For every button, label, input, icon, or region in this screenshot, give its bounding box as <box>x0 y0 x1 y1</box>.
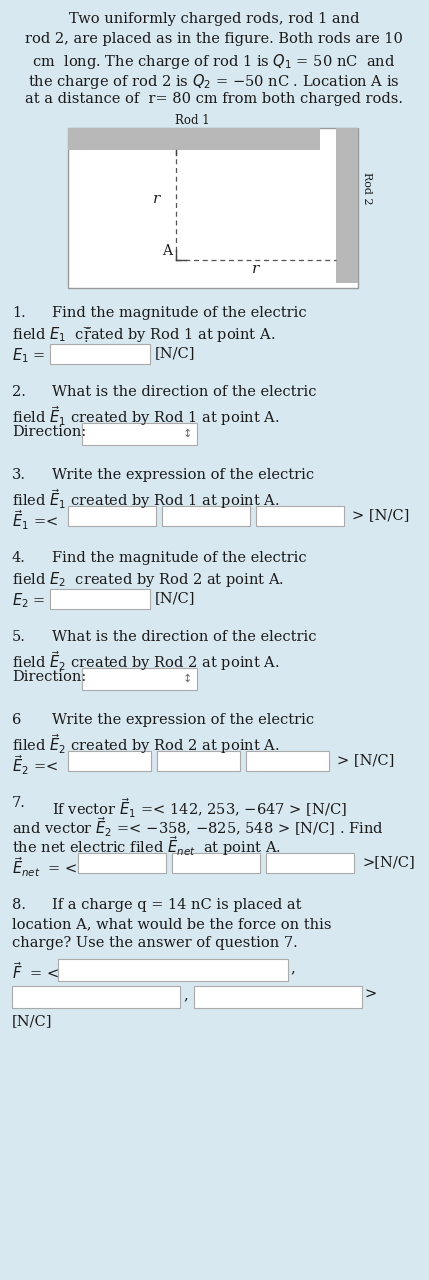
Text: If vector $\vec{E}_1$ =< 142, 253, −647 > [N/C]: If vector $\vec{E}_1$ =< 142, 253, −647 … <box>52 796 347 819</box>
Text: and vector $\vec{E}_2$ =< −358, −825, 548 > [N/C] . Find: and vector $\vec{E}_2$ =< −358, −825, 54… <box>12 815 384 838</box>
FancyBboxPatch shape <box>68 506 156 526</box>
Text: Find the magnitude of the electric: Find the magnitude of the electric <box>52 306 307 320</box>
Text: What is the direction of the electric: What is the direction of the electric <box>52 385 317 399</box>
Text: 7.: 7. <box>12 796 26 810</box>
Text: 1.: 1. <box>12 306 26 320</box>
Text: What is the direction of the electric: What is the direction of the electric <box>52 630 317 644</box>
Text: If a charge q = 14 nC is placed at: If a charge q = 14 nC is placed at <box>52 899 302 911</box>
FancyBboxPatch shape <box>336 128 358 283</box>
Text: r: r <box>252 262 260 276</box>
Text: field $\vec{E}_2$ created by Rod 2 at point A.: field $\vec{E}_2$ created by Rod 2 at po… <box>12 649 279 673</box>
Text: $E_1$ =: $E_1$ = <box>12 346 45 365</box>
Text: Rod 2: Rod 2 <box>362 172 372 205</box>
FancyBboxPatch shape <box>68 751 151 771</box>
FancyBboxPatch shape <box>246 751 329 771</box>
FancyBboxPatch shape <box>78 852 166 873</box>
FancyBboxPatch shape <box>256 506 344 526</box>
Text: Direction:: Direction: <box>12 669 86 684</box>
Text: A: A <box>162 244 172 259</box>
Text: ,: , <box>290 961 295 975</box>
Text: 2.: 2. <box>12 385 26 399</box>
Text: charge? Use the answer of question 7.: charge? Use the answer of question 7. <box>12 936 298 950</box>
FancyBboxPatch shape <box>266 852 354 873</box>
FancyBboxPatch shape <box>50 344 150 364</box>
Text: $\vec{E}_{net}$  = <: $\vec{E}_{net}$ = < <box>12 855 78 878</box>
FancyBboxPatch shape <box>68 128 358 288</box>
Text: >[N/C]: >[N/C] <box>362 855 415 869</box>
Text: ↕: ↕ <box>182 675 192 684</box>
Text: location A, what would be the force on this: location A, what would be the force on t… <box>12 916 332 931</box>
Text: field $E_2$  created by Rod 2 at point A.: field $E_2$ created by Rod 2 at point A. <box>12 570 284 589</box>
Text: 6: 6 <box>12 713 21 727</box>
Text: 3.: 3. <box>12 468 26 483</box>
Text: filed $\vec{E}_2$ created by Rod 2 at point A.: filed $\vec{E}_2$ created by Rod 2 at po… <box>12 732 279 756</box>
Text: $\vec{F}$  = <: $\vec{F}$ = < <box>12 961 59 982</box>
Text: Write the expression of the electric: Write the expression of the electric <box>52 713 314 727</box>
FancyBboxPatch shape <box>82 668 197 690</box>
FancyBboxPatch shape <box>58 959 288 980</box>
FancyBboxPatch shape <box>172 852 260 873</box>
FancyBboxPatch shape <box>50 589 150 609</box>
Text: > [N/C]: > [N/C] <box>337 753 394 767</box>
Text: Two uniformly charged rods, rod 1 and: Two uniformly charged rods, rod 1 and <box>69 12 359 26</box>
FancyBboxPatch shape <box>12 986 180 1009</box>
FancyBboxPatch shape <box>194 986 362 1009</box>
Text: filed $\vec{E}_1$ created by Rod 1 at point A.: filed $\vec{E}_1$ created by Rod 1 at po… <box>12 486 279 511</box>
Text: r: r <box>153 192 160 206</box>
FancyBboxPatch shape <box>162 506 250 526</box>
Text: Rod 1: Rod 1 <box>175 114 210 127</box>
Text: [N/C]: [N/C] <box>155 346 196 360</box>
Text: ↕: ↕ <box>182 429 192 439</box>
Text: Find the magnitude of the electric: Find the magnitude of the electric <box>52 550 307 564</box>
Text: cm  long. The charge of rod 1 is $Q_1$ = 50 nC  and: cm long. The charge of rod 1 is $Q_1$ = … <box>33 52 396 70</box>
Text: rod 2, are placed as in the figure. Both rods are 10: rod 2, are placed as in the figure. Both… <box>25 32 403 46</box>
Text: $\vec{E}_1$ =<: $\vec{E}_1$ =< <box>12 508 58 531</box>
Text: $E_2$ =: $E_2$ = <box>12 591 45 609</box>
Text: the net electric filed $\vec{E}_{net}$  at point A.: the net electric filed $\vec{E}_{net}$ a… <box>12 835 281 858</box>
Text: ,: , <box>183 988 188 1002</box>
Text: $\vec{E}_2$ =<: $\vec{E}_2$ =< <box>12 753 58 777</box>
Text: 5.: 5. <box>12 630 26 644</box>
Text: at a distance of  r= 80 cm from both charged rods.: at a distance of r= 80 cm from both char… <box>25 92 403 106</box>
Text: >: > <box>365 988 377 1002</box>
Text: 4.: 4. <box>12 550 26 564</box>
Text: field $E_1$  cṝ̅ated by Rod 1 at point A.: field $E_1$ cṝ̅ated by Rod 1 at point A. <box>12 325 275 344</box>
Text: field $\vec{E}_1$ created by Rod 1 at point A.: field $\vec{E}_1$ created by Rod 1 at po… <box>12 404 279 428</box>
FancyBboxPatch shape <box>82 422 197 445</box>
Text: [N/C]: [N/C] <box>155 591 196 605</box>
Text: 8.: 8. <box>12 899 26 911</box>
Text: Direction:: Direction: <box>12 425 86 439</box>
FancyBboxPatch shape <box>68 128 320 150</box>
Text: the charge of rod 2 is $Q_2$ = −50 nC . Location A is: the charge of rod 2 is $Q_2$ = −50 nC . … <box>28 72 400 91</box>
Text: Write the expression of the electric: Write the expression of the electric <box>52 468 314 483</box>
FancyBboxPatch shape <box>157 751 240 771</box>
Text: > [N/C]: > [N/C] <box>352 508 409 522</box>
Text: [N/C]: [N/C] <box>12 1014 52 1028</box>
